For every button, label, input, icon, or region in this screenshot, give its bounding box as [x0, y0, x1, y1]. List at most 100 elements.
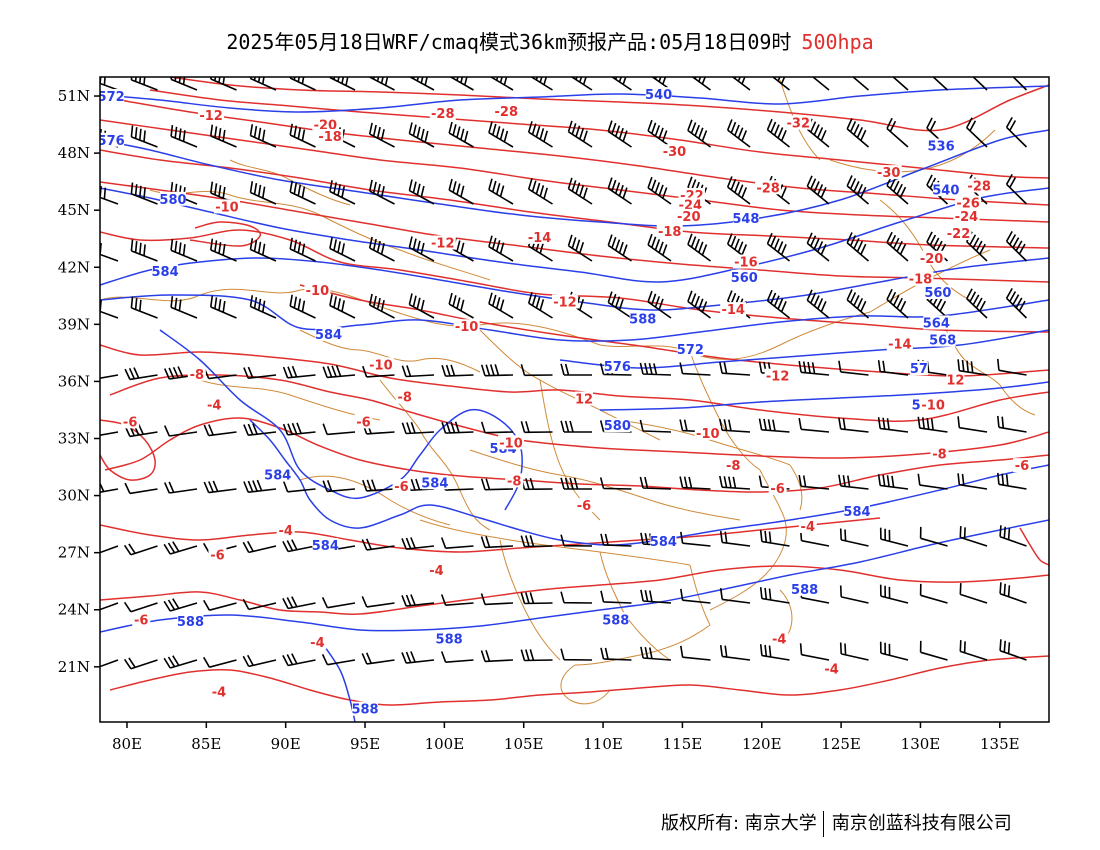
wind-barb [249, 124, 277, 148]
wind-barb [851, 77, 870, 91]
wind-barb [130, 77, 158, 91]
wind-barb [210, 238, 237, 262]
temperature-label-bg [675, 208, 702, 223]
wind-barb [879, 527, 909, 547]
wind-barb [610, 77, 632, 91]
temperature-label-bg [395, 389, 414, 404]
contour-labels: 572 540 576 536 540 580 548 584 560 560 588 564 584 5… [98, 87, 1032, 718]
lon-tick-label: 100E [425, 735, 465, 753]
wind-barb [877, 360, 909, 376]
wind-barb [932, 77, 949, 91]
wind-barb [527, 292, 553, 319]
wind-barb [401, 365, 435, 378]
temperature-label: -20 [677, 210, 701, 225]
geopotential-label-bg [436, 631, 463, 646]
temperature-line [169, 77, 1049, 132]
border-line [199, 379, 381, 421]
wind-barb [123, 543, 158, 556]
wind-barb [124, 423, 158, 438]
temperature-label: -8 [932, 448, 946, 463]
axis-ticks: 51N 48N 45N 42N 39N 36N 33N 30N 27N 24N 21N 80E 85E 9… [58, 87, 1020, 753]
temperature-label: -12 [431, 237, 455, 252]
wind-barb [362, 365, 395, 378]
wind-barb [839, 528, 869, 547]
border-line [574, 624, 711, 666]
temperature-label: -6 [134, 613, 148, 628]
temperature-label-bg [966, 178, 993, 193]
temperature-label: -10 [921, 398, 945, 413]
lat-tick-label: 42N [58, 258, 90, 276]
wind-barb [480, 478, 514, 491]
geopotential-label: 588 [629, 313, 656, 328]
temperature-label-bg [498, 435, 525, 450]
temperature-label-bg [886, 336, 913, 351]
wind-barb [329, 77, 356, 91]
lat-tick-label: 21N [58, 658, 90, 676]
wind-barb [123, 657, 158, 670]
wind-barb [368, 179, 395, 205]
temperature-line [1019, 527, 1049, 566]
geopotential-label-bg [843, 503, 870, 518]
wind-barb [1005, 117, 1028, 148]
wind-barb [289, 294, 316, 319]
temperature-label: -8 [507, 474, 521, 489]
geopotential-label: 57 [910, 362, 928, 377]
temperature-label: -10 [306, 284, 330, 299]
temperature-label: -14 [888, 337, 912, 352]
wind-barb [480, 593, 514, 606]
title-main: 2025年05月18日WRF/cmaq模式36km预报产品:05月18日09时 [226, 30, 792, 54]
wind-barb [163, 425, 198, 437]
wind-barb [846, 232, 870, 262]
copyright-footer: 版权所有: 南京大学 南京创蓝科技有限公司 [661, 809, 1012, 837]
geopotential-label-bg [731, 269, 758, 284]
wind-barb [687, 290, 711, 319]
wind-barb [448, 178, 474, 205]
geopotential-label: 572 [98, 90, 125, 105]
lon-tick-label: 80E [112, 735, 142, 753]
geopotential-label-bg [604, 418, 631, 433]
temperature-label-bg [755, 180, 782, 195]
geopotential-label-bg [421, 475, 448, 490]
wind-barb [448, 292, 474, 319]
geopotential-label-bg [677, 342, 704, 357]
border-line [789, 464, 803, 511]
geopotential-label-bg [732, 210, 759, 225]
wind-barb [440, 594, 474, 606]
wind-barb [100, 374, 119, 380]
temperature-label-bg [822, 661, 841, 676]
temperature-label: -28 [431, 107, 455, 122]
geopotential-label-bg [100, 132, 125, 147]
geopotential-label-bg [909, 361, 928, 376]
wind-barb [100, 186, 119, 205]
geopotential-label-bg [791, 581, 818, 596]
wind-barb [203, 599, 237, 611]
wind-barb [560, 477, 593, 490]
border-line [709, 469, 787, 611]
wind-barb [959, 640, 988, 661]
map-frame [99, 76, 1050, 723]
geopotential-label: 588 [791, 583, 818, 598]
wind-barb [560, 420, 593, 433]
wind-barb [368, 236, 395, 262]
temperature-label: -10 [696, 427, 720, 442]
temperature-label: -26 [956, 197, 980, 212]
wind-barb [806, 232, 830, 262]
border-line [499, 539, 561, 661]
temperature-label: -10 [455, 320, 479, 335]
wind-barb [726, 119, 751, 148]
geopotential-line [559, 329, 1049, 369]
wind-barb [100, 481, 119, 494]
temperature-label: -8 [397, 391, 411, 406]
temperature-label: -4 [801, 520, 815, 535]
wind-barb [440, 537, 474, 549]
temperature-label: -4 [429, 564, 443, 579]
wind-barb [726, 233, 751, 262]
wind-barb [520, 364, 553, 377]
temperature-label-bg [429, 106, 456, 121]
wind-barb [839, 585, 869, 604]
wind-barb [100, 602, 119, 611]
copyright-company: 南京创蓝科技有限公司 [831, 813, 1012, 834]
geopotential-label: 584 [312, 539, 339, 554]
wind-barb [877, 474, 909, 490]
wind-barb [480, 536, 514, 549]
